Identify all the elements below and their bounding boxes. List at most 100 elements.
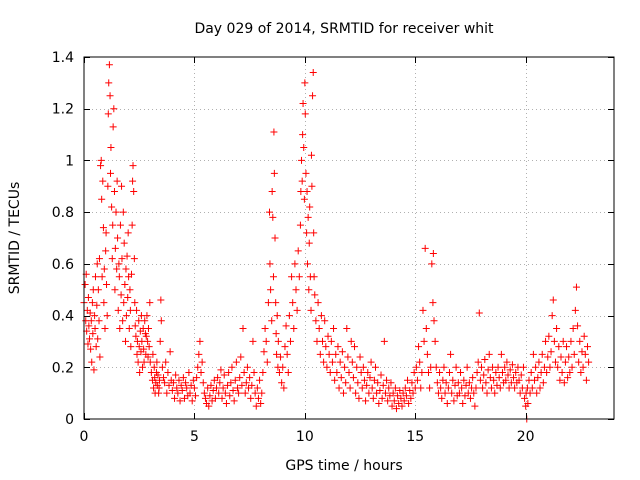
data-point <box>392 405 400 413</box>
data-point <box>415 343 423 351</box>
data-point <box>220 371 228 379</box>
data-point <box>353 363 361 371</box>
data-point <box>250 368 258 376</box>
data-point <box>560 379 568 387</box>
data-point <box>274 337 282 345</box>
data-point <box>344 353 352 361</box>
data-point <box>434 389 442 397</box>
data-point <box>343 325 351 332</box>
data-point <box>575 358 583 366</box>
data-point <box>124 229 132 237</box>
data-point <box>256 376 264 384</box>
data-point <box>301 79 309 87</box>
data-point <box>309 92 317 100</box>
data-point <box>232 358 240 366</box>
data-point <box>99 224 107 232</box>
data-point <box>561 358 569 366</box>
data-point <box>81 281 89 289</box>
data-point <box>401 384 409 392</box>
data-point <box>131 299 139 307</box>
data-point <box>221 389 229 397</box>
y-tick-label: 1.4 <box>52 50 74 66</box>
data-point <box>146 358 154 366</box>
data-point <box>229 387 237 395</box>
data-point <box>93 301 101 309</box>
data-point <box>524 399 532 407</box>
data-point <box>122 312 130 320</box>
data-point <box>412 363 420 371</box>
data-point <box>389 389 397 397</box>
data-point <box>368 384 376 392</box>
data-point <box>527 368 535 376</box>
data-point <box>252 402 260 410</box>
data-point <box>171 394 179 402</box>
data-point <box>521 394 529 402</box>
data-point <box>302 169 310 177</box>
data-point <box>169 379 177 387</box>
data-point <box>196 337 204 345</box>
data-point <box>423 350 431 358</box>
data-point <box>88 358 96 366</box>
data-point <box>362 397 370 405</box>
data-point <box>194 363 202 371</box>
data-point <box>322 343 330 351</box>
data-point <box>289 299 297 307</box>
data-point <box>149 350 157 358</box>
data-point <box>186 389 194 397</box>
data-point <box>450 397 458 405</box>
data-point <box>345 368 353 376</box>
data-point <box>357 368 365 376</box>
data-point <box>153 358 161 366</box>
data-point <box>111 286 119 294</box>
data-point <box>478 363 485 371</box>
data-point <box>377 371 385 379</box>
data-point <box>323 363 331 371</box>
data-point <box>547 348 555 356</box>
x-tick-label: 5 <box>190 429 199 445</box>
data-point <box>94 335 102 343</box>
data-point <box>291 260 299 268</box>
data-point <box>144 337 152 345</box>
data-point <box>290 325 298 332</box>
data-point <box>114 306 122 314</box>
data-point <box>282 322 290 330</box>
data-point <box>161 379 169 387</box>
data-point <box>503 358 511 366</box>
data-point <box>112 208 120 216</box>
data-point <box>107 169 114 177</box>
data-point <box>298 177 306 185</box>
data-point <box>528 384 536 392</box>
data-point <box>251 389 259 397</box>
data-point <box>199 379 207 387</box>
data-point <box>337 374 345 382</box>
data-point <box>237 353 245 361</box>
data-point <box>92 343 100 351</box>
data-point <box>550 337 558 345</box>
data-point <box>113 177 121 185</box>
data-point <box>417 384 425 392</box>
data-point <box>175 376 183 384</box>
data-point <box>460 376 468 384</box>
data-point <box>239 325 247 332</box>
data-point <box>375 399 383 407</box>
data-point <box>341 363 349 371</box>
data-point <box>226 392 234 400</box>
data-point <box>304 213 312 221</box>
data-point <box>303 187 311 195</box>
data-point <box>145 343 153 351</box>
data-point <box>249 337 257 345</box>
data-point <box>114 234 122 242</box>
data-point <box>86 335 94 343</box>
data-point <box>538 350 546 358</box>
data-point <box>465 379 473 387</box>
data-point <box>308 182 316 190</box>
data-point <box>429 250 437 258</box>
data-point <box>568 363 576 371</box>
data-point <box>334 343 342 351</box>
data-point <box>422 325 430 332</box>
data-point <box>556 376 564 384</box>
data-point <box>421 244 429 252</box>
data-point <box>332 350 340 358</box>
data-point <box>100 265 108 273</box>
data-point <box>564 374 572 382</box>
